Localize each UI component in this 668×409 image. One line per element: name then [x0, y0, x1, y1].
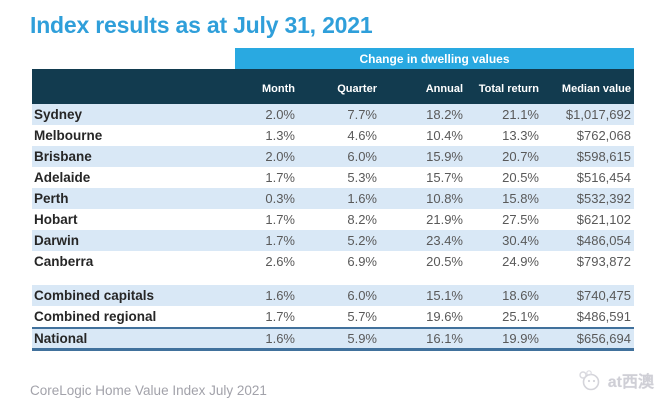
total-return-value: 24.9% [502, 254, 539, 269]
median-value: $486,054 [576, 233, 631, 248]
total-return-value: 18.6% [502, 288, 539, 303]
annual-value: 15.1% [426, 288, 463, 303]
watermark-mascot-icon [579, 370, 600, 391]
month-value: 1.6% [265, 331, 295, 346]
row-label: Hobart [34, 212, 78, 227]
annual-value: 23.4% [426, 233, 463, 248]
month-value: 1.7% [265, 212, 295, 227]
month-value: 1.7% [265, 170, 295, 185]
group-gap [32, 272, 634, 285]
median-value: $486,591 [576, 309, 631, 324]
median-value: $762,068 [576, 128, 631, 143]
median-value: $793,872 [576, 254, 631, 269]
annual-value: 10.8% [426, 191, 463, 206]
watermark: at西澳 [577, 368, 654, 392]
row-label: Sydney [34, 107, 83, 122]
band-spacer [32, 48, 235, 69]
quarter-value: 7.7% [347, 107, 377, 122]
row-label: Canberra [34, 254, 94, 269]
watermark-label: at西澳 [607, 374, 654, 391]
annual-value: 15.9% [426, 149, 463, 164]
median-value: $1,017,692 [565, 107, 631, 122]
month-value: 1.7% [265, 233, 295, 248]
column-header-month: Month [262, 83, 295, 95]
table-row-brisbane: Brisbane 2.0% 6.0% 15.9% 20.7% $598,615 [32, 146, 634, 167]
table-row-national: National 1.6% 5.9% 16.1% 19.9% $656,694 [32, 327, 634, 351]
source-attribution: CoreLogic Home Value Index July 2021 [30, 383, 267, 398]
month-value: 0.3% [265, 191, 295, 206]
total-return-value: 25.1% [502, 309, 539, 324]
band-header: Change in dwelling values [235, 48, 634, 69]
annual-value: 19.6% [426, 309, 463, 324]
median-value: $656,694 [576, 331, 631, 346]
table-row-adelaide: Adelaide 1.7% 5.3% 15.7% 20.5% $516,454 [32, 167, 634, 188]
column-header-median-value: Median value [561, 83, 631, 95]
row-label: Combined regional [34, 309, 157, 324]
table-row-melbourne: Melbourne 1.3% 4.6% 10.4% 13.3% $762,068 [32, 125, 634, 146]
month-value: 2.0% [265, 149, 295, 164]
total-return-value: 15.8% [502, 191, 539, 206]
median-value: $740,475 [576, 288, 631, 303]
median-value: $516,454 [576, 170, 631, 185]
row-label: Brisbane [34, 149, 92, 164]
total-return-value: 21.1% [502, 107, 539, 122]
table-row-combined-regional: Combined regional 1.7% 5.7% 19.6% 25.1% … [32, 306, 634, 327]
row-label: Adelaide [34, 170, 91, 185]
median-value: $621,102 [576, 212, 631, 227]
annual-value: 18.2% [426, 107, 463, 122]
month-value: 2.6% [265, 254, 295, 269]
annual-value: 15.7% [426, 170, 463, 185]
month-value: 1.3% [265, 128, 295, 143]
quarter-value: 5.9% [347, 331, 377, 346]
row-label: National [34, 331, 88, 346]
quarter-value: 6.0% [347, 288, 377, 303]
annual-value: 21.9% [426, 212, 463, 227]
column-header-total-return: Total return [478, 83, 539, 95]
table-row-perth: Perth 0.3% 1.6% 10.8% 15.8% $532,392 [32, 188, 634, 209]
month-value: 1.6% [265, 288, 295, 303]
annual-value: 10.4% [426, 128, 463, 143]
table-band-row: Change in dwelling values [32, 48, 634, 69]
median-value: $598,615 [576, 149, 631, 164]
row-label: Melbourne [34, 128, 103, 143]
dwelling-values-table: Change in dwelling values Month Quarter … [32, 48, 634, 351]
total-return-value: 27.5% [502, 212, 539, 227]
quarter-value: 5.2% [347, 233, 377, 248]
column-header-quarter: Quarter [337, 83, 377, 95]
annual-value: 16.1% [426, 331, 463, 346]
total-return-value: 20.5% [502, 170, 539, 185]
quarter-value: 8.2% [347, 212, 377, 227]
month-value: 1.7% [265, 309, 295, 324]
total-return-value: 20.7% [502, 149, 539, 164]
table-row-darwin: Darwin 1.7% 5.2% 23.4% 30.4% $486,054 [32, 230, 634, 251]
row-label: Perth [34, 191, 69, 206]
month-value: 2.0% [265, 107, 295, 122]
table-header-row: Month Quarter Annual Total return Median… [32, 69, 634, 104]
row-label: Darwin [34, 233, 80, 248]
quarter-value: 4.6% [347, 128, 377, 143]
total-return-value: 13.3% [502, 128, 539, 143]
quarter-value: 6.9% [347, 254, 377, 269]
quarter-value: 5.7% [347, 309, 377, 324]
median-value: $532,392 [576, 191, 631, 206]
table-row-hobart: Hobart 1.7% 8.2% 21.9% 27.5% $621,102 [32, 209, 634, 230]
annual-value: 20.5% [426, 254, 463, 269]
table-row-canberra: Canberra 2.6% 6.9% 20.5% 24.9% $793,872 [32, 251, 634, 272]
table-row-combined-capitals: Combined capitals 1.6% 6.0% 15.1% 18.6% … [32, 285, 634, 306]
table-row-sydney: Sydney 2.0% 7.7% 18.2% 21.1% $1,017,692 [32, 104, 634, 125]
total-return-value: 30.4% [502, 233, 539, 248]
column-header-annual: Annual [425, 83, 463, 95]
page-title: Index results as at July 31, 2021 [30, 12, 373, 38]
total-return-value: 19.9% [502, 331, 539, 346]
row-label: Combined capitals [34, 288, 155, 303]
quarter-value: 5.3% [347, 170, 377, 185]
quarter-value: 6.0% [347, 149, 377, 164]
quarter-value: 1.6% [347, 191, 377, 206]
